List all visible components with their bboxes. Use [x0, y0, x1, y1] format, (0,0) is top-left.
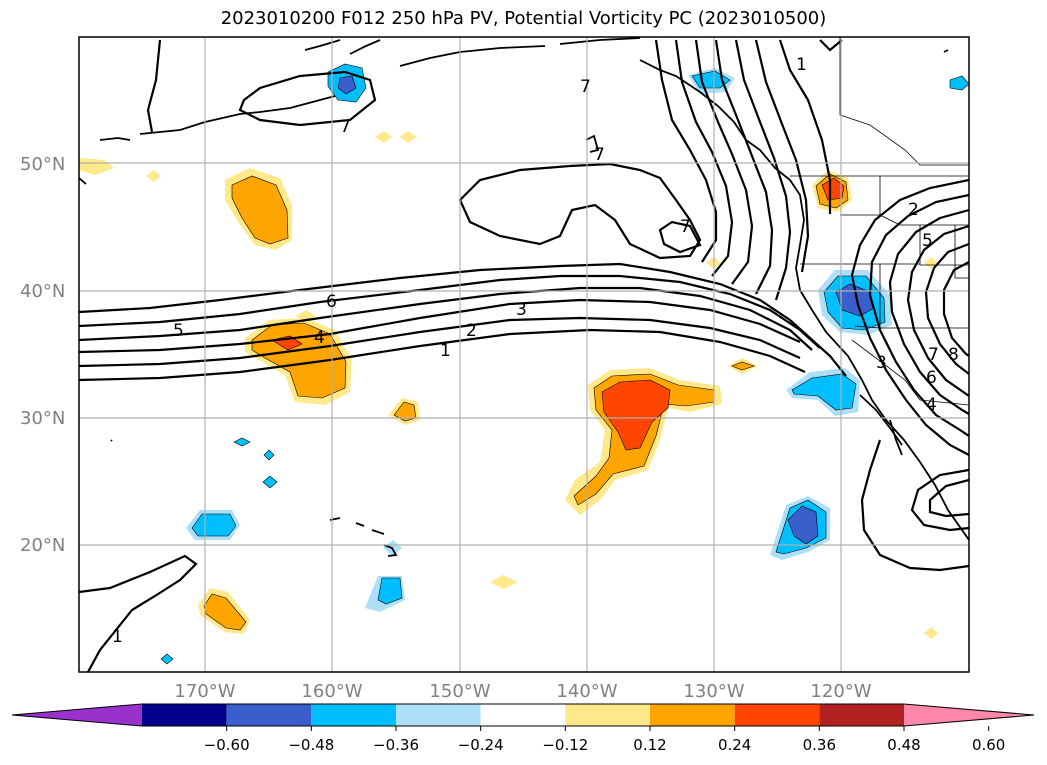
- pos-anomaly-dot-6-mid: [731, 361, 755, 371]
- contour-label: 7: [340, 117, 351, 137]
- colorbar-tick-label: −0.24: [458, 736, 504, 754]
- pos-anomaly-subtrop-high: [601, 379, 671, 451]
- contour-label: 6: [926, 368, 937, 388]
- colorbar-segment: [142, 704, 227, 726]
- colorbar-segment: [565, 704, 650, 726]
- colorbar-tick-label: −0.60: [204, 736, 250, 754]
- pos-anomaly-coast-high: [821, 177, 845, 201]
- neg-anomaly-aleutian-core: [337, 75, 357, 95]
- neg-anomaly-mexico-high: [787, 505, 819, 545]
- contour-label: 5: [922, 231, 933, 251]
- colorbar-outline: [11, 703, 1035, 727]
- colorbar-tick-label: −0.36: [373, 736, 419, 754]
- pos-anomaly-west-edge: [79, 158, 114, 175]
- colorbar-tick-label: 0.12: [633, 736, 666, 754]
- contour-label: 1: [112, 627, 123, 647]
- contour-label: 7: [594, 145, 605, 165]
- latitude-labels: 50°N 40°N 30°N 20°N: [20, 154, 65, 556]
- contour-label: 1: [796, 55, 807, 75]
- neg-anomaly-hawaii-south-mid: [377, 577, 403, 605]
- lat-label-30n: 30°N: [20, 408, 65, 429]
- neg-anomaly-ne-corner: [949, 75, 969, 91]
- pos-anomaly-dot-2: [400, 131, 417, 143]
- pos-anomaly-west-mid: [231, 175, 289, 245]
- neg-anomaly-dot-2: [263, 449, 275, 461]
- colorbar-segment: [226, 704, 312, 726]
- graticule: [79, 37, 969, 672]
- coastlines: [79, 37, 969, 557]
- contour-label: 3: [516, 300, 527, 320]
- lon-label-150w: 150°W: [429, 681, 490, 702]
- contour-labels: 7 7 7 7 1 2 5 6 5 4 3 2 1 3 7 8 6 4 1: [112, 55, 959, 647]
- pos-anomaly-small-1-mid: [393, 401, 417, 422]
- pos-anomaly-dot-3: [146, 170, 161, 182]
- colorbar-tick-label: −0.48: [288, 736, 334, 754]
- longitude-labels: 170°W 160°W 150°W 140°W 130°W 120°W: [174, 681, 871, 702]
- colorbar-tick-label: 0.60: [972, 736, 1005, 754]
- lon-label-130w: 130°W: [683, 681, 744, 702]
- colorbar-segment: [819, 704, 904, 726]
- colorbar-tick-label: 0.24: [718, 736, 751, 754]
- contour-label: 4: [926, 395, 937, 415]
- political-borders: [790, 37, 969, 406]
- neg-anomaly-dot-4: [160, 653, 174, 665]
- contour-label: 6: [326, 292, 337, 312]
- neg-anomaly-hawaii-west-mid: [191, 513, 237, 537]
- colorbar-segment: [396, 704, 481, 726]
- contour-label: 2: [466, 321, 477, 341]
- lon-label-140w: 140°W: [556, 681, 617, 702]
- colorbar-tick-label: −0.12: [542, 736, 588, 754]
- colorbar-segment: [734, 704, 820, 726]
- colorbar-extend-high: [904, 704, 1034, 726]
- neg-anomaly-dot-1: [262, 475, 278, 489]
- colorbar-tick-label: 0.36: [803, 736, 836, 754]
- lat-label-50n: 50°N: [20, 154, 65, 175]
- colorbar: −0.60 −0.48 −0.36 −0.24 −0.12 0.12 0.24 0.36 0.4…: [11, 703, 1035, 754]
- plot-area: [79, 37, 969, 672]
- colorbar-extend-low: [12, 704, 142, 726]
- lat-label-20n: 20°N: [20, 535, 65, 556]
- pv-contours: [79, 39, 969, 672]
- colorbar-segment: [650, 704, 735, 726]
- pos-anomaly-dot-8: [924, 627, 938, 639]
- colorbar-segment: [480, 704, 566, 726]
- contour-label: 8: [948, 345, 959, 365]
- contour-label: 5: [173, 321, 184, 341]
- neg-anomaly-dot-3: [233, 437, 251, 447]
- contour-label: 3: [876, 353, 887, 373]
- lon-label-160w: 160°W: [301, 681, 362, 702]
- contour-label: 4: [314, 328, 325, 348]
- pos-anomaly-dot-7: [490, 575, 518, 589]
- pos-anomaly-dot-1: [375, 131, 392, 143]
- lon-label-170w: 170°W: [174, 681, 235, 702]
- neg-anomaly-baja-mid: [791, 373, 857, 411]
- lon-label-120w: 120°W: [810, 681, 871, 702]
- map-title: 2023010200 F012 250 hPa PV, Potential Vo…: [220, 8, 827, 29]
- plot-frame: [78, 36, 970, 673]
- lat-label-40n: 40°N: [20, 281, 65, 302]
- contour-label: 7: [580, 77, 591, 97]
- colorbar-tick-label: 0.48: [887, 736, 920, 754]
- colorbar-segment: [311, 704, 396, 726]
- pos-anomaly-tropic-mid: [203, 593, 247, 631]
- contour-label: 2: [908, 200, 919, 220]
- contour-label: 1: [440, 341, 451, 361]
- contour-label: 7: [680, 217, 691, 237]
- contour-label: 7: [928, 345, 939, 365]
